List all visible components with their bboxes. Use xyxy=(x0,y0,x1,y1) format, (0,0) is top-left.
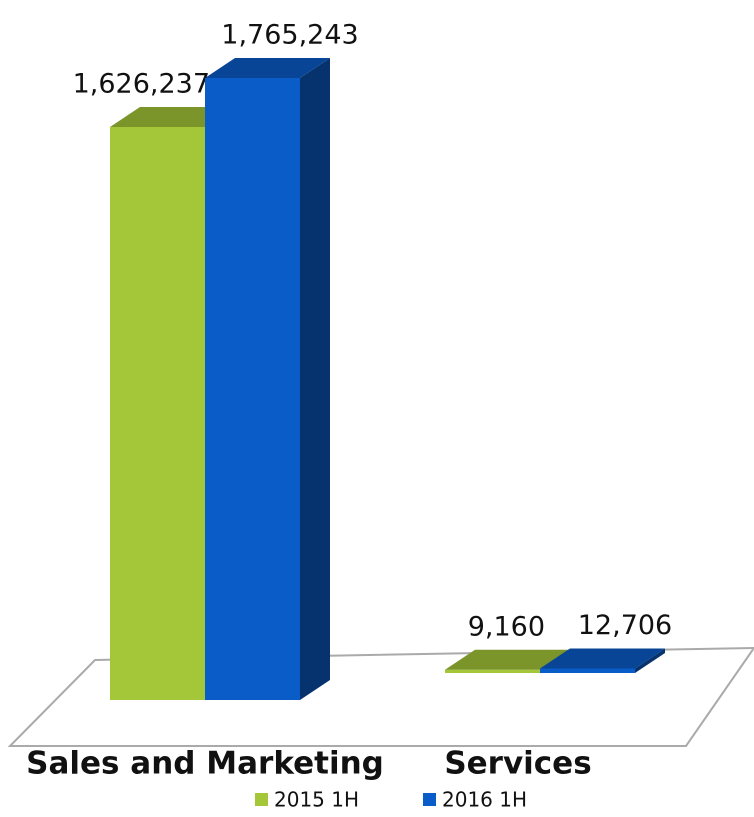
legend-label: 2015 1H xyxy=(274,788,359,812)
legend-swatch xyxy=(255,793,268,806)
value-label: 9,160 xyxy=(468,611,545,642)
bar-top xyxy=(445,649,570,670)
value-label: 1,626,237 xyxy=(73,68,210,99)
category-label: Services xyxy=(444,746,591,782)
bar-front xyxy=(540,668,635,673)
bar-top xyxy=(540,648,665,669)
bar-top xyxy=(110,106,235,127)
value-label: 12,706 xyxy=(578,610,672,641)
legend-label: 2016 1H xyxy=(442,788,527,812)
category-label: Sales and Marketing xyxy=(26,746,384,782)
value-label: 1,765,243 xyxy=(221,20,358,51)
legend-swatch xyxy=(423,793,436,806)
bar-front xyxy=(205,78,300,700)
bar-side xyxy=(635,648,665,673)
bar-front xyxy=(445,669,540,673)
bar-top xyxy=(205,58,330,78)
bar-front xyxy=(110,126,205,700)
bar xyxy=(540,648,665,673)
bar-side xyxy=(300,58,330,700)
bar xyxy=(205,58,330,700)
